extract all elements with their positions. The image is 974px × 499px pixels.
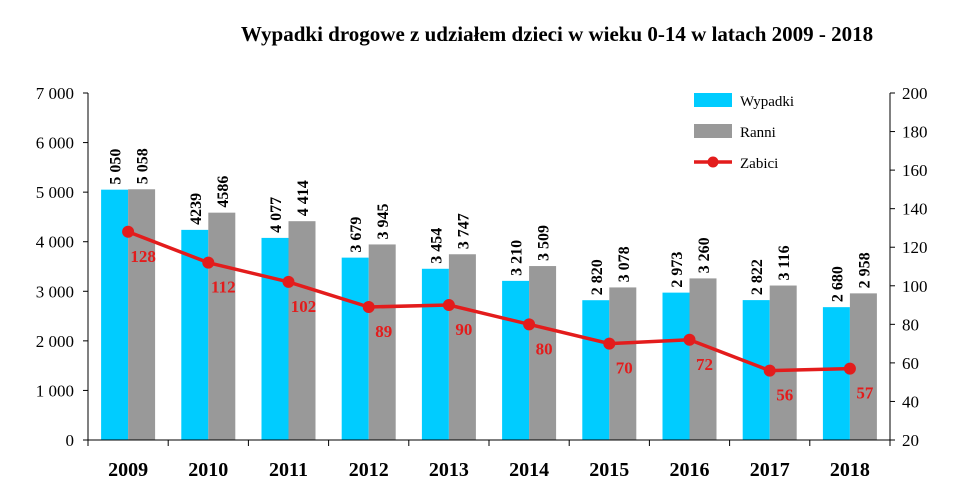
chart-title: Wypadki drogowe z udziałem dzieci w wiek… (240, 22, 874, 46)
bar-ranni-2011 (288, 221, 316, 440)
x-tick-label-2017: 2017 (750, 459, 790, 481)
y-right-tick-label-60: 60 (902, 354, 919, 373)
point-zabici-2013 (442, 299, 455, 312)
point-zabici-2012 (362, 300, 375, 313)
x-tick-label-2012: 2012 (349, 459, 389, 481)
y-left-tick-label-5000: 5 000 (36, 183, 74, 202)
legend-label-wypadki: Wypadki (740, 94, 794, 110)
y-left-tick-label-1000: 1 000 (36, 381, 74, 400)
y-right-tick-label-180: 180 (902, 123, 928, 142)
bar-ranni-2013 (448, 254, 476, 440)
data-label-ranni-2016: 3 260 (696, 237, 713, 273)
data-label-wypadki-2018: 2 680 (829, 266, 846, 302)
data-label-zabici-2011: 102 (291, 297, 317, 316)
data-label-ranni-2015: 3 078 (616, 246, 633, 282)
y-left-tick-label-6000: 6 000 (36, 134, 74, 153)
x-tick-label-2009: 2009 (108, 459, 148, 481)
point-zabici-2011 (282, 275, 295, 288)
x-tick-label-2016: 2016 (670, 459, 710, 481)
bar-wypadki-2015 (582, 300, 610, 440)
legend-swatch-wypadki (694, 93, 732, 107)
point-zabici-2009 (122, 225, 135, 238)
data-label-zabici-2014: 80 (536, 339, 553, 358)
y-right-tick-label-200: 200 (902, 84, 928, 103)
x-tick-label-2013: 2013 (429, 459, 469, 481)
bar-ranni-2017 (769, 285, 797, 440)
bar-ranni-2010 (208, 212, 236, 440)
point-zabici-2017 (763, 364, 776, 377)
x-tick-label-2015: 2015 (589, 459, 629, 481)
data-label-wypadki-2011: 4 077 (268, 197, 285, 233)
bar-ranni-2015 (609, 287, 637, 440)
data-label-zabici-2010: 112 (211, 278, 236, 297)
data-label-wypadki-2016: 2 973 (669, 252, 686, 288)
point-zabici-2010 (202, 256, 215, 269)
bar-wypadki-2012 (341, 257, 369, 440)
bar-wypadki-2014 (502, 280, 530, 440)
y-left-tick-label-0: 0 (66, 431, 75, 450)
data-label-ranni-2017: 3 116 (776, 245, 793, 280)
bar-wypadki-2011 (261, 237, 289, 440)
bar-wypadki-2009 (101, 189, 129, 440)
y-left-tick-label-7000: 7 000 (36, 84, 74, 103)
point-zabici-2014 (523, 318, 536, 331)
bar-ranni-2014 (529, 266, 557, 440)
y-right-tick-label-20: 20 (902, 431, 919, 450)
bar-ranni-2009 (128, 189, 156, 440)
data-label-zabici-2015: 70 (616, 359, 633, 378)
legend-swatch-ranni (694, 124, 732, 138)
data-label-wypadki-2013: 3 454 (428, 228, 445, 264)
y-right-tick-label-160: 160 (902, 161, 928, 180)
y-left-tick-label-4000: 4 000 (36, 233, 74, 252)
legend-marker-zabici (707, 156, 719, 168)
x-tick-label-2018: 2018 (830, 459, 870, 481)
point-zabici-2016 (683, 333, 696, 346)
y-right-tick-label-80: 80 (902, 315, 919, 334)
x-tick-label-2011: 2011 (269, 459, 308, 481)
data-label-zabici-2017: 56 (776, 386, 793, 405)
data-label-wypadki-2014: 3 210 (509, 240, 526, 276)
data-label-wypadki-2009: 5 050 (108, 149, 125, 185)
x-tick-label-2014: 2014 (509, 459, 549, 481)
data-label-wypadki-2015: 2 820 (589, 259, 606, 295)
data-label-zabici-2018: 57 (856, 384, 874, 403)
line-zabici (127, 230, 850, 373)
y-left-tick-label-3000: 3 000 (36, 282, 74, 301)
data-label-ranni-2014: 3 509 (536, 225, 553, 261)
data-label-ranni-2012: 3 945 (375, 203, 392, 239)
data-label-wypadki-2012: 3 679 (348, 217, 365, 253)
bar-wypadki-2016 (662, 292, 690, 440)
data-label-ranni-2010: 4586 (215, 176, 232, 208)
y-right-tick-label-120: 120 (902, 238, 928, 257)
y-right-tick-label-40: 40 (902, 392, 919, 411)
data-label-ranni-2009: 5 058 (135, 148, 152, 184)
data-label-wypadki-2017: 2 822 (749, 259, 766, 295)
x-tick-label-2010: 2010 (188, 459, 228, 481)
data-label-zabici-2013: 90 (455, 320, 472, 339)
bar-ranni-2016 (689, 278, 717, 440)
bar-wypadki-2018 (822, 307, 850, 440)
data-label-zabici-2009: 128 (130, 247, 156, 266)
data-label-wypadki-2010: 4239 (188, 193, 205, 225)
data-label-zabici-2016: 72 (696, 355, 713, 374)
data-label-ranni-2013: 3 747 (455, 213, 472, 249)
data-label-zabici-2012: 89 (375, 322, 392, 341)
point-zabici-2015 (603, 337, 616, 350)
bar-wypadki-2013 (421, 268, 449, 440)
data-label-ranni-2018: 2 958 (856, 252, 873, 288)
y-right-tick-label-100: 100 (902, 277, 928, 296)
legend-label-ranni: Ranni (740, 125, 776, 141)
data-label-ranni-2011: 4 414 (295, 180, 312, 216)
y-left-tick-label-2000: 2 000 (36, 332, 74, 351)
bar-ranni-2012 (368, 244, 396, 440)
legend-label-zabici: Zabici (740, 156, 778, 172)
y-right-tick-label-140: 140 (902, 200, 928, 219)
point-zabici-2018 (843, 362, 856, 375)
